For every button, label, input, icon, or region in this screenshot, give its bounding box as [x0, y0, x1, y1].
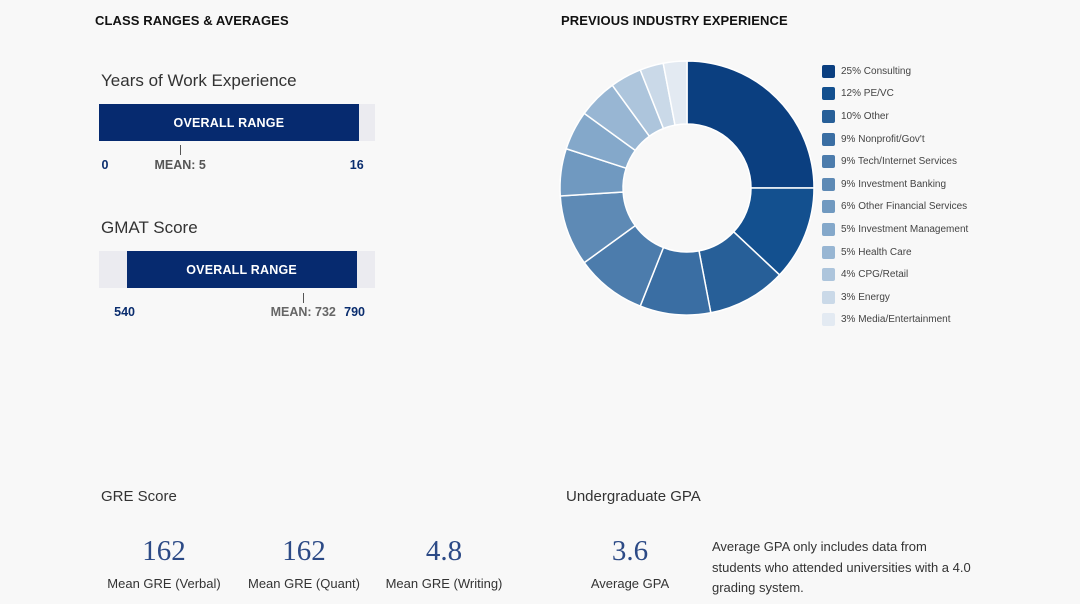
gmat-title: GMAT Score: [101, 218, 198, 237]
legend-label: 3% Energy: [841, 291, 890, 303]
gre-writing-label: Mean GRE (Writing): [385, 576, 503, 591]
gmat-mean-label: MEAN: 732: [270, 305, 336, 319]
gre-quant-value: 162: [282, 535, 326, 567]
legend-item: 25% Consulting: [822, 60, 968, 83]
gmat-max-label: 790: [344, 305, 366, 319]
legend-swatch: [822, 87, 835, 101]
legend-swatch: [822, 200, 835, 214]
legend-swatch: [822, 155, 835, 169]
legend-swatch: [822, 132, 835, 146]
legend-item: 6% Other Financial Services: [822, 196, 968, 219]
legend-item: 9% Nonprofit/Gov't: [822, 128, 968, 151]
gpa-title: Undergraduate GPA: [566, 488, 701, 505]
legend-item: 3% Media/Entertainment: [822, 309, 968, 332]
industry-legend: 25% Consulting 12% PE/VC 10% Other 9% Nonpr…: [822, 60, 968, 331]
legend-item: 5% Investment Management: [822, 218, 968, 241]
legend-swatch: [822, 290, 835, 304]
legend-label: 3% Media/Entertainment: [841, 314, 951, 326]
work-experience-min-label: 0: [101, 158, 109, 172]
legend-swatch: [822, 222, 835, 236]
work-experience-range-bar: OVERALL RANGE: [99, 104, 359, 141]
donut-slice-media-entertainment: [662, 60, 688, 127]
gmat-range-track: OVERALL RANGE: [99, 251, 375, 288]
legend-swatch: [822, 64, 835, 78]
work-experience-range-label: OVERALL RANGE: [173, 115, 285, 130]
legend-label: 5% Health Care: [841, 246, 912, 258]
legend-item: 4% CPG/Retail: [822, 263, 968, 286]
gre-writing-value: 4.8: [425, 535, 463, 567]
legend-item: 5% Health Care: [822, 241, 968, 264]
gre-title: GRE Score: [101, 488, 177, 505]
legend-label: 9% Tech/Internet Services: [841, 156, 957, 168]
gmat-min-label: 540: [114, 305, 136, 319]
work-experience-max-label: 16: [349, 158, 364, 172]
industry-donut-chart: [559, 60, 815, 316]
gre-verbal-label: Mean GRE (Verbal): [107, 576, 221, 591]
legend-item: 12% PE/VC: [822, 83, 968, 106]
work-experience-mean-label: MEAN: 5: [154, 158, 206, 172]
legend-label: 10% Other: [841, 110, 889, 122]
legend-label: 5% Investment Management: [841, 223, 969, 235]
legend-item: 10% Other: [822, 105, 968, 128]
gre-verbal-value: 162: [142, 535, 186, 567]
gpa-value: 3.6: [611, 535, 649, 567]
industry-experience-heading: PREVIOUS INDUSTRY EXPERIENCE: [561, 13, 788, 28]
legend-item: 9% Tech/Internet Services: [822, 150, 968, 173]
gmat-mean-tick: [303, 293, 305, 303]
legend-swatch: [822, 177, 835, 191]
gre-quant-label: Mean GRE (Quant): [248, 576, 360, 591]
legend-label: 25% Consulting: [841, 65, 912, 77]
legend-swatch: [822, 109, 835, 123]
legend-item: 3% Energy: [822, 286, 968, 309]
gmat-range-bar: OVERALL RANGE: [126, 251, 357, 288]
gmat-range-label: OVERALL RANGE: [186, 262, 297, 277]
donut-slice-consulting: [686, 60, 815, 189]
class-ranges-heading: CLASS RANGES & AVERAGES: [95, 13, 289, 28]
legend-label: 6% Other Financial Services: [841, 201, 968, 213]
legend-swatch: [822, 268, 835, 282]
legend-label: 9% Nonprofit/Gov't: [841, 133, 925, 145]
legend-label: 9% Investment Banking: [841, 178, 947, 190]
legend-item: 9% Investment Banking: [822, 173, 968, 196]
work-experience-mean-tick: [180, 145, 182, 155]
gpa-note: Average GPA only includes data from stud…: [712, 539, 971, 595]
legend-swatch: [822, 245, 835, 259]
legend-label: 4% CPG/Retail: [841, 269, 909, 281]
legend-swatch: [822, 313, 835, 327]
work-experience-title: Years of Work Experience: [101, 71, 297, 90]
work-experience-range-track: OVERALL RANGE: [99, 104, 375, 141]
legend-label: 12% PE/VC: [841, 88, 894, 100]
gpa-label: Average GPA: [590, 576, 670, 591]
